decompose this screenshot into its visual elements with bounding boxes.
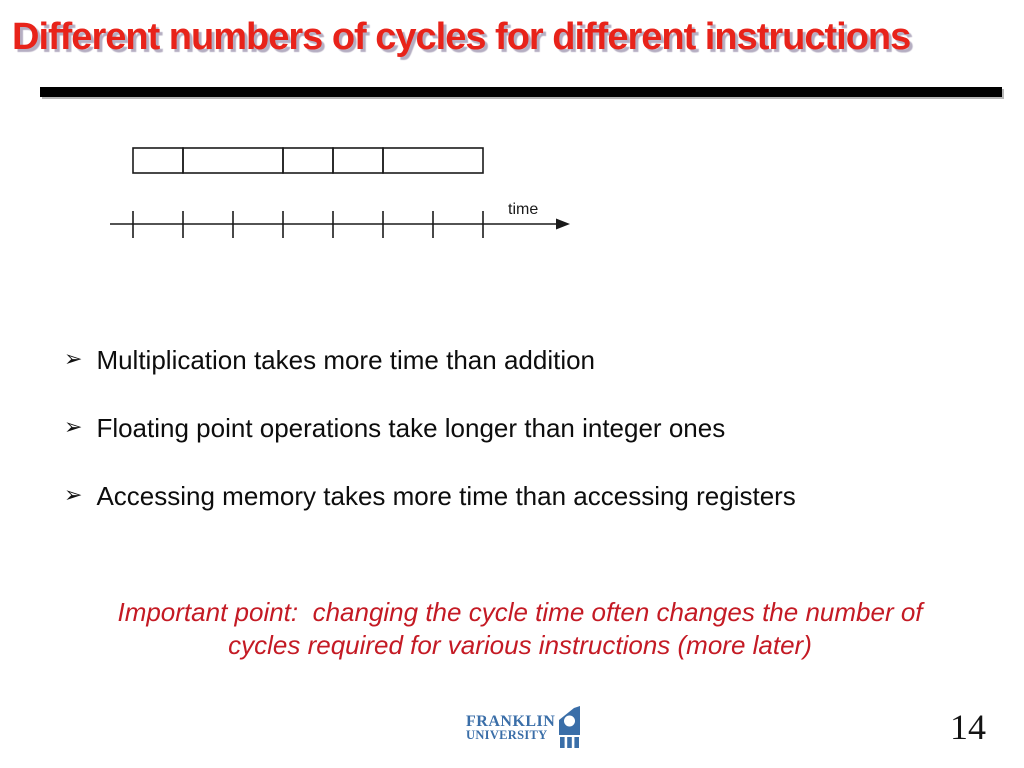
important-note: Important point: changing the cycle time… — [52, 596, 988, 662]
time-axis-arrowhead-icon — [556, 218, 570, 230]
important-note-line2: cycles required for various instructions… — [228, 630, 812, 660]
instruction-cycle-box — [382, 147, 484, 174]
logo-wordmark-line1: FRANKLIN — [466, 713, 556, 730]
bullet-list: ➢ Multiplication takes more time than ad… — [64, 346, 796, 550]
bullet-text: Multiplication takes more time than addi… — [96, 345, 596, 375]
franklin-university-emblem-icon — [559, 706, 581, 748]
page-title: Different numbers of cycles for differen… — [12, 16, 911, 58]
title-divider-bar — [40, 87, 1002, 97]
page-number: 14 — [950, 707, 986, 747]
instruction-cycle-box — [282, 147, 334, 174]
bullet-item-floating-point: ➢ Floating point operations take longer … — [64, 414, 796, 442]
important-note-line1: Important point: changing the cycle time… — [117, 597, 923, 627]
time-axis-label: time — [508, 201, 538, 218]
bullet-text: Floating point operations take longer th… — [96, 413, 726, 443]
bullet-text: Accessing memory takes more time than ac… — [96, 481, 796, 511]
bullet-item-memory-access: ➢ Accessing memory takes more time than … — [64, 482, 796, 510]
franklin-university-logo: FRANKLIN UNIVERSITY — [466, 704, 582, 750]
arrowhead-bullet-icon: ➢ — [64, 483, 83, 508]
bullet-item-multiplication: ➢ Multiplication takes more time than ad… — [64, 346, 796, 374]
instruction-cycle-box — [332, 147, 384, 174]
arrowhead-bullet-icon: ➢ — [64, 415, 83, 440]
logo-wordmark: FRANKLIN UNIVERSITY — [466, 713, 556, 742]
instruction-cycle-box — [132, 147, 184, 174]
arrowhead-bullet-icon: ➢ — [64, 347, 83, 372]
logo-wordmark-line2: UNIVERSITY — [466, 728, 548, 742]
instruction-cycle-box — [182, 147, 284, 174]
cycle-diagram: time — [110, 147, 570, 238]
